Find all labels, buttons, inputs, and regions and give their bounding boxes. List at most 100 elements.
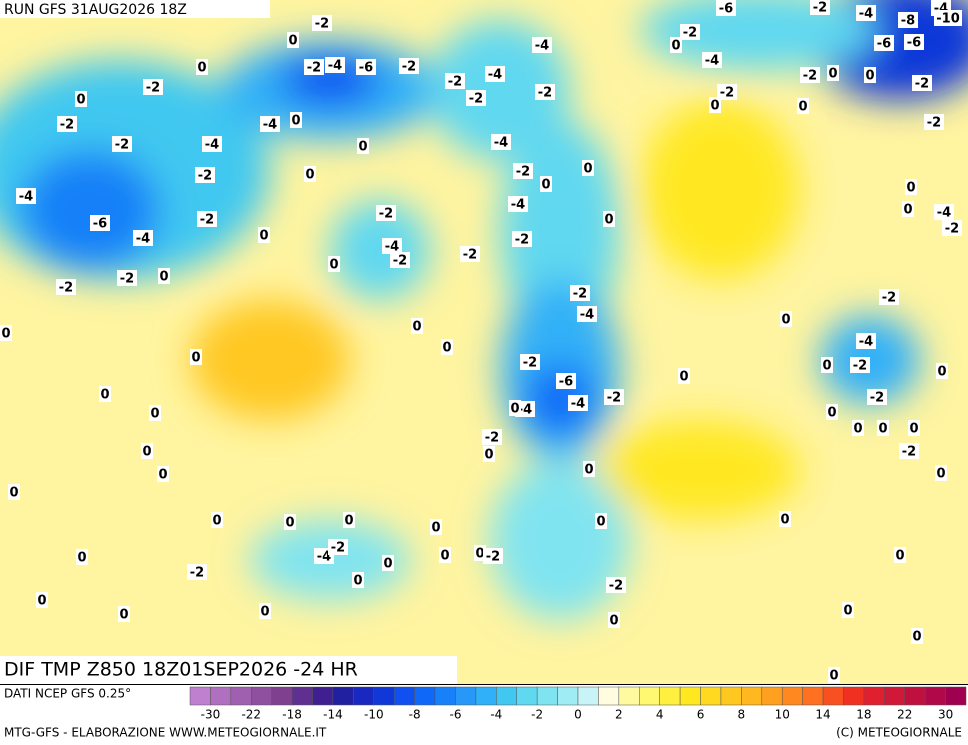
label-bg [328,539,348,555]
label-bg [112,136,132,152]
contour-label: -4 [705,54,719,69]
label-bg [603,211,615,227]
color-swatch [639,686,660,706]
contour-label: -2 [393,254,407,269]
contour-label: -2 [813,1,827,16]
label-bg [197,211,217,227]
label-bg [187,564,207,580]
contour-label: 0 [510,402,519,417]
label-bg [570,285,590,301]
contour-label: -2 [331,541,345,556]
label-bg [828,667,840,683]
label-bg [143,79,163,95]
label-bg [382,238,402,254]
contour-label: 0 [150,407,159,422]
label-bg [852,420,864,436]
label-bg [36,592,48,608]
label-bg [608,612,620,628]
label-bg [568,395,588,411]
contour-label: 0 [827,406,836,421]
label-bg [508,196,528,212]
contour-label: 0 [878,422,887,437]
color-swatch [475,686,497,706]
contour-label: -6 [877,37,891,52]
label-bg [556,373,576,389]
color-swatch [822,686,844,706]
label-bg [376,205,396,221]
color-swatch [720,686,742,706]
label-bg [99,386,111,402]
contour-label: 0 [158,468,167,483]
label-bg [290,112,302,128]
color-swatch [496,686,517,706]
contour-label: 0 [484,448,493,463]
contour-label: 0 [781,313,790,328]
label-bg [826,404,838,420]
contour-label: 0 [912,630,921,645]
contour-label: -2 [573,287,587,302]
color-swatch [353,686,375,706]
label-bg [485,66,505,82]
contour-label: 0 [288,34,297,49]
color-swatch [598,686,620,706]
contour-label: -4 [859,335,873,350]
contour-label: -2 [402,60,416,75]
contour-label: -2 [607,391,621,406]
color-swatch [924,686,946,706]
color-swatch [271,686,293,706]
contour-label: -2 [448,75,462,90]
colorbar-tick-label: -2 [531,708,543,722]
label-bg [934,204,954,220]
contour-label: -4 [317,550,331,565]
label-bg [343,512,355,528]
contour-label: -2 [902,445,916,460]
contour-label: -2 [486,550,500,565]
contour-label: -6 [93,217,107,232]
color-swatch [210,686,232,706]
contour-label: -4 [205,138,219,153]
label-bg [911,628,923,644]
label-bg [905,179,917,195]
label-bg [325,57,345,73]
contour-label: 0 [412,320,421,335]
label-bg [352,572,364,588]
label-bg [202,136,222,152]
contour-label: 0 [936,467,945,482]
title-box [0,656,457,684]
contour-label: 0 [671,39,680,54]
contour-label: -4 [488,68,502,83]
contour-label: -2 [469,92,483,107]
label-bg [678,368,690,384]
label-bg [864,67,876,83]
color-swatch [455,686,477,706]
label-bg [856,333,876,349]
label-bg [390,252,410,268]
label-bg [57,116,77,132]
label-bg [604,389,624,405]
contour-label: 0 [475,547,484,562]
color-swatch [312,686,334,706]
label-bg [879,289,899,305]
map-title: DIF TMP Z850 18Z01SEP2026 -24 HR [4,659,358,681]
label-bg [211,512,223,528]
color-swatch [802,686,824,706]
label-bg [810,0,830,15]
label-bg [304,166,316,182]
label-bg [141,443,153,459]
contour-label: -2 [882,291,896,306]
color-swatch [843,686,865,706]
contour-label: 0 [583,162,592,177]
color-swatch [536,686,558,706]
colorbar-tick-label: 22 [897,708,912,722]
contour-label: -2 [59,281,73,296]
color-swatch [761,686,783,706]
contour-label: 0 [285,516,294,531]
label-bg [76,549,88,565]
contour-label: -4 [518,403,532,418]
color-swatch [659,686,681,706]
contour-label: 0 [260,605,269,620]
contour-label: -2 [198,169,212,184]
label-bg [680,24,700,40]
contour-label: 0 [906,181,915,196]
map: RUN GFS 31AUG2026 18Z -200-20-2-2 -4-2-4-… [0,0,968,684]
